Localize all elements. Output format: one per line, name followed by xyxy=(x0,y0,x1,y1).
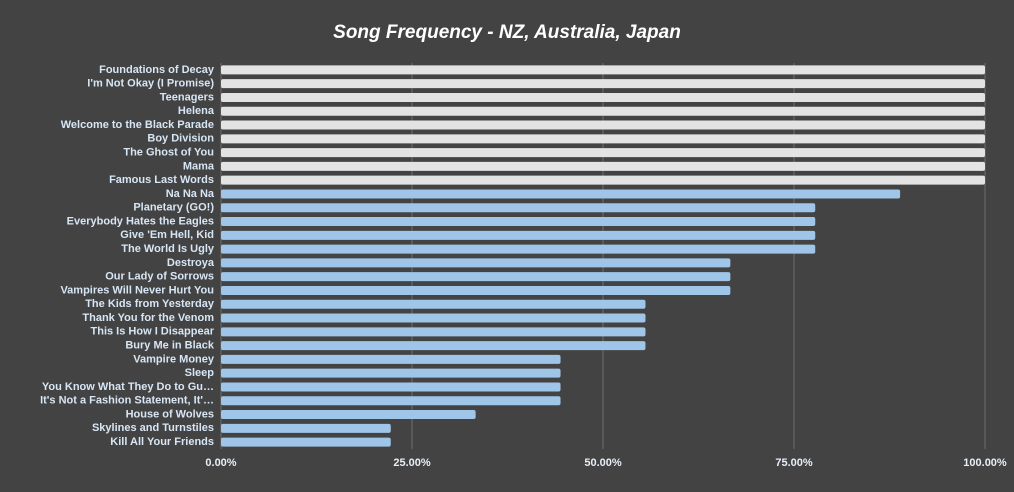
y-tick-label: Foundations of Decay xyxy=(99,64,215,76)
bar xyxy=(221,161,985,171)
bar xyxy=(221,368,561,378)
y-tick-label: This Is How I Disappear xyxy=(91,326,215,338)
y-tick-label: Skylines and Turnstiles xyxy=(92,422,214,434)
x-tick-label: 75.00% xyxy=(775,457,813,469)
bar xyxy=(221,203,816,213)
y-tick-label: Vampire Money xyxy=(133,353,215,365)
y-tick-label: Give 'Em Hell, Kid xyxy=(120,229,214,241)
bar xyxy=(221,79,985,89)
bar xyxy=(221,230,816,240)
bar xyxy=(221,299,646,309)
bar xyxy=(221,272,731,282)
bar xyxy=(221,134,985,144)
bar xyxy=(221,258,731,268)
bar xyxy=(221,106,985,116)
x-tick-label: 25.00% xyxy=(393,457,431,469)
bar xyxy=(221,285,731,295)
bar xyxy=(221,120,985,130)
y-tick-label: House of Wolves xyxy=(126,408,214,420)
bar xyxy=(221,396,561,406)
chart-title: Song Frequency - NZ, Australia, Japan xyxy=(333,22,681,43)
bar xyxy=(221,423,391,433)
bar xyxy=(221,65,985,75)
bar xyxy=(221,175,985,185)
bar xyxy=(221,382,561,392)
y-tick-label: Famous Last Words xyxy=(109,174,214,186)
x-tick-label: 0.00% xyxy=(205,457,236,469)
y-tick-label: Sleep xyxy=(185,367,215,379)
bar xyxy=(221,217,816,227)
y-tick-label: The Ghost of You xyxy=(123,147,214,159)
bar xyxy=(221,341,646,351)
bar xyxy=(221,313,646,323)
y-tick-label: Bury Me in Black xyxy=(125,340,215,352)
y-tick-label: Kill All Your Friends xyxy=(110,436,214,448)
y-tick-label: You Know What They Do to Gu… xyxy=(42,381,214,393)
y-tick-label: Vampires Will Never Hurt You xyxy=(60,284,214,296)
y-tick-label: The Kids from Yesterday xyxy=(85,298,215,310)
bar xyxy=(221,92,985,102)
y-tick-label: Destroya xyxy=(167,257,215,269)
y-tick-label: Everybody Hates the Eagles xyxy=(67,215,214,227)
y-tick-label: Welcome to the Black Parade xyxy=(61,119,214,131)
y-tick-label: The World Is Ugly xyxy=(121,243,215,255)
x-tick-label: 100.00% xyxy=(963,457,1007,469)
y-tick-label: Planetary (GO!) xyxy=(133,202,214,214)
bar xyxy=(221,189,901,199)
bar xyxy=(221,410,476,420)
bar xyxy=(221,327,646,337)
bar xyxy=(221,148,985,158)
y-tick-label: Boy Division xyxy=(147,133,214,145)
y-tick-label: Helena xyxy=(178,105,215,117)
bar xyxy=(221,354,561,364)
y-tick-label: Teenagers xyxy=(160,91,214,103)
bar xyxy=(221,437,391,447)
y-tick-label: I'm Not Okay (I Promise) xyxy=(87,78,214,90)
y-tick-label: Na Na Na xyxy=(166,188,215,200)
y-tick-label: Our Lady of Sorrows xyxy=(105,271,214,283)
x-tick-label: 50.00% xyxy=(584,457,622,469)
bar xyxy=(221,244,816,254)
y-tick-label: Mama xyxy=(183,160,215,172)
y-tick-label: Thank You for the Venom xyxy=(82,312,214,324)
y-tick-label: It's Not a Fashion Statement, It'… xyxy=(40,395,214,407)
